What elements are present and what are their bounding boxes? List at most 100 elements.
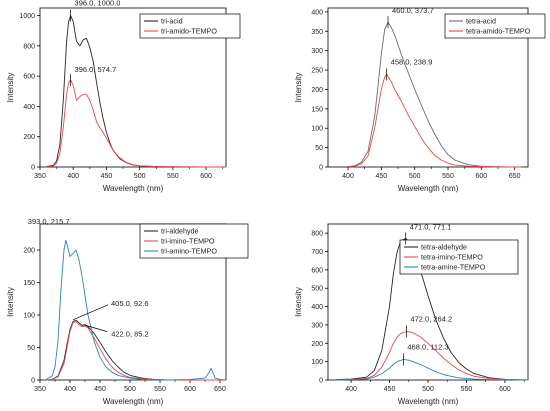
y-tick-label: 500 <box>311 286 323 293</box>
legend-label: tri-amido-TEMPO <box>161 27 217 36</box>
y-axis-label: Intensity <box>294 73 303 103</box>
legend-box <box>444 13 546 39</box>
y-axis-label: Intensity <box>6 287 15 317</box>
x-tick-label: 500 <box>422 386 434 393</box>
plot-frame <box>39 223 227 381</box>
y-tick-label: 150 <box>23 280 35 287</box>
y-tick-label: 0 <box>319 378 323 385</box>
y-tick-label: 0 <box>319 165 323 172</box>
peak-annotation: 393.0, 215.7 <box>28 217 70 226</box>
y-tick-label: 100 <box>311 126 323 133</box>
peak-annotation: 422.0, 85.2 <box>111 330 149 339</box>
y-tick-label: 100 <box>23 313 35 320</box>
x-tick-label: 550 <box>442 173 454 180</box>
x-axis-label: Wavelength (nm) <box>103 397 164 406</box>
chart-panel-1: 350 400 450 500 550 600 0 200 400 600 800 1000 Wavel… <box>6 0 241 193</box>
x-tick-label: 450 <box>94 386 106 393</box>
chart-panel-3: 350 400 450 500 550 600 650 0 50 100 150 200 Wavelen… <box>6 217 249 406</box>
x-tick-label: 550 <box>461 386 473 393</box>
legend-label: tri-aldehyde <box>161 227 199 236</box>
x-tick-label: 600 <box>184 386 196 393</box>
series-line-tetra-amine-tempo <box>335 358 529 381</box>
x-axis-label: Wavelength (nm) <box>398 397 459 406</box>
y-tick-label: 150 <box>311 106 323 113</box>
y-tick-label: 700 <box>311 249 323 256</box>
plot-frame <box>327 7 529 168</box>
legend-label: tri-amino-TEMPO <box>161 247 217 256</box>
y-tick-label: 400 <box>311 9 323 16</box>
series-line-tri-amino-tempo <box>45 239 227 381</box>
peak-annotation: 460.0, 373.7 <box>392 6 434 15</box>
x-tick-label: 450 <box>101 173 113 180</box>
x-tick-label: 550 <box>154 386 166 393</box>
x-tick-label: 650 <box>509 173 521 180</box>
y-tick-label: 50 <box>315 145 323 152</box>
legend-label: tri-acid <box>161 17 183 26</box>
x-tick-label: 450 <box>375 173 387 180</box>
series-line-tetra-acid <box>347 21 522 168</box>
series-line-tri-amido-tempo <box>46 79 226 168</box>
legend-label: tetra-amine-TEMPO <box>421 263 486 272</box>
y-tick-label: 200 <box>311 341 323 348</box>
x-tick-label: 500 <box>409 173 421 180</box>
chart-panel-4: 400 450 500 550 600 0 100 200 300 400 500 600 700 800… <box>294 222 529 406</box>
x-tick-label: 550 <box>167 173 179 180</box>
legend-label: tetra-amido-TEMPO <box>466 27 531 36</box>
x-tick-label: 600 <box>200 173 212 180</box>
y-tick-label: 1000 <box>19 13 35 20</box>
x-tick-label: 350 <box>34 386 46 393</box>
series-line-tetra-amido-tempo <box>347 73 522 168</box>
y-tick-label: 250 <box>311 68 323 75</box>
legend-label: tetra-aldehyde <box>421 243 467 252</box>
x-tick-label: 400 <box>345 386 357 393</box>
peak-annotation: 405.0, 92.6 <box>111 299 149 308</box>
x-tick-label: 350 <box>34 173 46 180</box>
x-tick-label: 400 <box>67 173 79 180</box>
y-tick-label: 800 <box>311 231 323 238</box>
peak-annotation: 471.0, 771.1 <box>410 222 452 231</box>
y-tick-label: 400 <box>23 104 35 111</box>
x-tick-label: 450 <box>384 386 396 393</box>
y-tick-label: 200 <box>23 248 35 255</box>
y-axis-label: Intensity <box>6 73 15 103</box>
legend-label: tetra-imino-TEMPO <box>421 253 483 262</box>
series-line-tetra-imino-tempo <box>335 331 529 381</box>
legend-box <box>139 13 241 39</box>
y-tick-label: 300 <box>311 322 323 329</box>
x-tick-label: 650 <box>214 386 226 393</box>
y-tick-label: 50 <box>27 345 35 352</box>
x-tick-label: 400 <box>64 386 76 393</box>
y-tick-label: 600 <box>311 267 323 274</box>
legend-label: tetra-acid <box>466 17 496 26</box>
y-tick-label: 400 <box>311 304 323 311</box>
annotation-leader <box>72 304 109 321</box>
x-tick-label: 500 <box>124 386 136 393</box>
x-tick-label: 500 <box>134 173 146 180</box>
x-axis-label: Wavelength (nm) <box>103 184 164 193</box>
peak-annotation: 468.0, 112.3 <box>407 342 448 351</box>
y-tick-label: 200 <box>23 134 35 141</box>
legend-box <box>399 239 519 275</box>
x-tick-label: 600 <box>499 386 511 393</box>
x-axis-label: Wavelength (nm) <box>398 184 459 193</box>
annotation-leader <box>83 324 108 332</box>
y-tick-label: 0 <box>31 378 35 385</box>
y-tick-label: 600 <box>23 74 35 81</box>
y-tick-label: 100 <box>311 359 323 366</box>
y-axis-label: Intensity <box>294 287 303 317</box>
y-tick-label: 200 <box>311 87 323 94</box>
x-tick-label: 600 <box>475 173 487 180</box>
chart-panel-2: 400 450 500 550 600 650 0 50 100 150 200 250 300 350 4… <box>294 6 546 193</box>
peak-annotation: 396.0, 1000.0 <box>75 0 121 8</box>
plot-frame <box>39 7 227 168</box>
peak-annotation: 396.0, 574.7 <box>75 65 117 74</box>
peak-annotation: 472.0, 264.2 <box>410 315 452 324</box>
y-tick-label: 800 <box>23 43 35 50</box>
peak-annotation: 458.0, 238.9 <box>391 57 433 66</box>
y-tick-label: 350 <box>311 29 323 36</box>
y-tick-label: 300 <box>311 48 323 55</box>
legend-label: tri-imino-TEMPO <box>161 237 215 246</box>
x-tick-label: 400 <box>342 173 354 180</box>
y-tick-label: 0 <box>31 165 35 172</box>
